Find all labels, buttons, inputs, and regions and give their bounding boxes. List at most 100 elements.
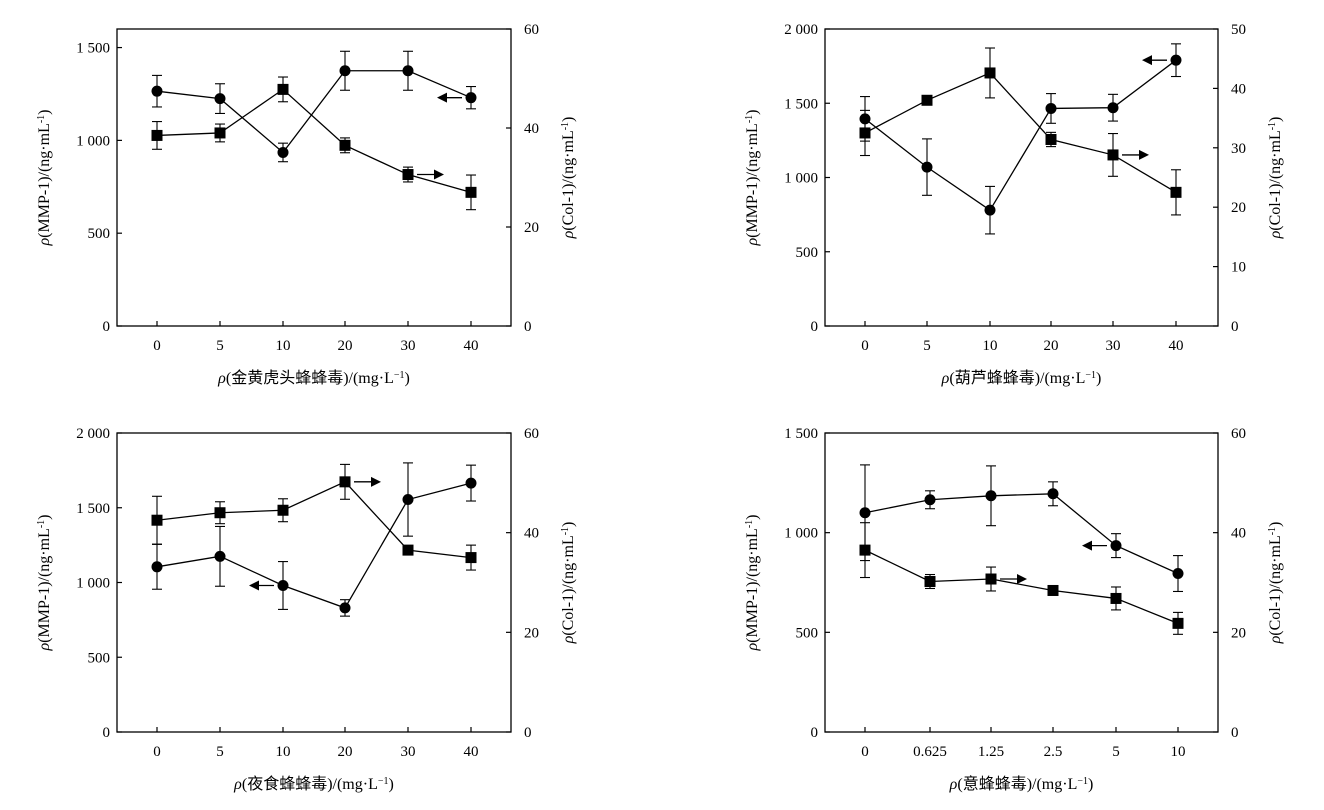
x-tick-label: 20 <box>1044 338 1059 354</box>
x-axis-label-exponent: −1 <box>1085 370 1096 381</box>
circle-series-line <box>156 482 472 609</box>
y-left-axis-label-exponent: -1 <box>744 520 755 528</box>
x-tick-label: 5 <box>923 338 931 354</box>
y-right-tick-label: 40 <box>524 526 539 542</box>
circle-point <box>924 494 936 506</box>
x-tick-label: 30 <box>1106 338 1121 354</box>
square-series <box>151 463 477 571</box>
square-point <box>277 83 289 95</box>
arrow-head <box>371 476 381 487</box>
x-axis-label-close: ) <box>1096 370 1101 387</box>
y-left-tick-label: 500 <box>88 226 111 242</box>
circle-series <box>859 464 1184 593</box>
x-axis-label-symbol: ρ <box>949 776 958 793</box>
circle-point <box>214 93 226 105</box>
x-axis-label-text: (意蜂蜂毒)/(mg·L <box>957 774 1077 793</box>
arrow-head <box>1142 55 1152 66</box>
square-point <box>985 573 997 585</box>
y-right-axis-label: ρ(Col-1)/(ng·mL-1) <box>560 117 578 240</box>
y-right-axis-label-text: (Col-1)/(ng·mL <box>1267 535 1284 635</box>
arrow-head <box>437 92 447 103</box>
circle-series-line <box>864 59 1177 212</box>
square-point <box>339 139 351 151</box>
y-left-axis-label-symbol: ρ <box>36 238 53 247</box>
y-left-tick-label: 1 500 <box>784 426 818 442</box>
y-left-axis-label: ρ(MMP-1)/(ng·mL-1) <box>744 514 762 651</box>
y-left-axis-label-exponent: -1 <box>36 520 47 528</box>
circle-point <box>277 146 289 158</box>
x-tick-label: 40 <box>464 338 479 354</box>
y-right-axis-label-symbol: ρ <box>560 635 577 644</box>
arrow-head <box>434 169 444 180</box>
y-right-axis-label-close: ) <box>560 117 577 122</box>
x-tick-label: 20 <box>338 744 353 760</box>
circle-point <box>1045 102 1057 114</box>
x-axis-label-exponent: −1 <box>394 370 405 381</box>
square-point <box>402 169 414 181</box>
x-tick-label: 20 <box>338 338 353 354</box>
y-left-tick-label: 1 500 <box>76 501 110 517</box>
circle-point <box>402 65 414 77</box>
y-left-axis-label-close: ) <box>36 109 53 114</box>
arrow-head <box>1082 540 1092 551</box>
square-point <box>984 67 996 79</box>
y-left-axis-label-close: ) <box>744 514 761 519</box>
y-right-tick-label: 20 <box>1231 200 1246 216</box>
x-axis-label: ρ(金黄虎头蜂蜂毒)/(mg·L−1) <box>217 369 410 387</box>
y-right-tick-label: 10 <box>1231 260 1246 276</box>
y-left-tick-label: 500 <box>88 650 111 666</box>
y-right-axis-label-symbol: ρ <box>560 230 577 239</box>
circle-point <box>1170 54 1182 66</box>
square-point <box>1110 592 1122 604</box>
square-point <box>1170 186 1182 198</box>
x-tick-label: 10 <box>1171 744 1186 760</box>
y-left-axis-label-close: ) <box>744 109 761 114</box>
circle-point <box>1172 568 1184 580</box>
square-point <box>151 129 163 141</box>
x-tick-label: 10 <box>276 338 291 354</box>
x-tick-label: 30 <box>401 744 416 760</box>
y-right-tick-label: 20 <box>1231 625 1246 641</box>
square-point <box>214 507 226 519</box>
x-tick-label: 10 <box>276 744 291 760</box>
x-axis-label-text: (葫芦蜂蜂毒)/(mg·L <box>949 369 1085 387</box>
y-left-axis-label-symbol: ρ <box>36 643 53 652</box>
y-right-axis-label: ρ(Col-1)/(ng·mL-1) <box>560 522 578 645</box>
square-point <box>1107 149 1119 161</box>
y-left-axis-label-exponent: -1 <box>36 115 47 123</box>
circle-point <box>402 494 414 506</box>
y-right-tick-label: 40 <box>1231 526 1246 542</box>
x-axis-label-close: ) <box>388 776 393 793</box>
circle-point <box>151 561 163 573</box>
y-right-axis-label-text: (Col-1)/(ng·mL <box>560 535 577 635</box>
y-right-axis-label-close: ) <box>1267 522 1284 527</box>
y-right-axis-label: ρ(Col-1)/(ng·mL-1) <box>1267 522 1285 645</box>
y-left-tick-label: 2 000 <box>784 22 818 38</box>
y-left-tick-label: 1 000 <box>76 576 110 592</box>
x-tick-label: 0 <box>153 744 161 760</box>
right-arrow-icon <box>1122 149 1149 160</box>
y-left-axis-label-text: (MMP-1)/(ng·mL <box>744 528 761 643</box>
x-tick-label: 2.5 <box>1044 744 1063 760</box>
y-right-tick-label: 0 <box>524 725 532 741</box>
circle-series <box>859 43 1182 235</box>
y-left-axis-label: ρ(MMP-1)/(ng·mL-1) <box>36 109 54 246</box>
arrow-head <box>249 580 259 591</box>
square-series-line <box>864 72 1177 193</box>
y-right-tick-label: 60 <box>524 426 539 442</box>
x-tick-label: 0.625 <box>913 744 947 760</box>
square-point <box>859 127 871 139</box>
circle-point <box>339 602 351 614</box>
y-left-tick-label: 500 <box>796 245 819 261</box>
left-arrow-icon <box>249 580 274 591</box>
y-right-axis-label-text: (Col-1)/(ng·mL <box>560 130 577 230</box>
right-arrow-icon <box>1000 574 1027 585</box>
circle-point <box>984 204 996 216</box>
square-point <box>151 514 163 526</box>
y-left-tick-label: 0 <box>811 725 819 741</box>
square-point <box>465 552 477 564</box>
